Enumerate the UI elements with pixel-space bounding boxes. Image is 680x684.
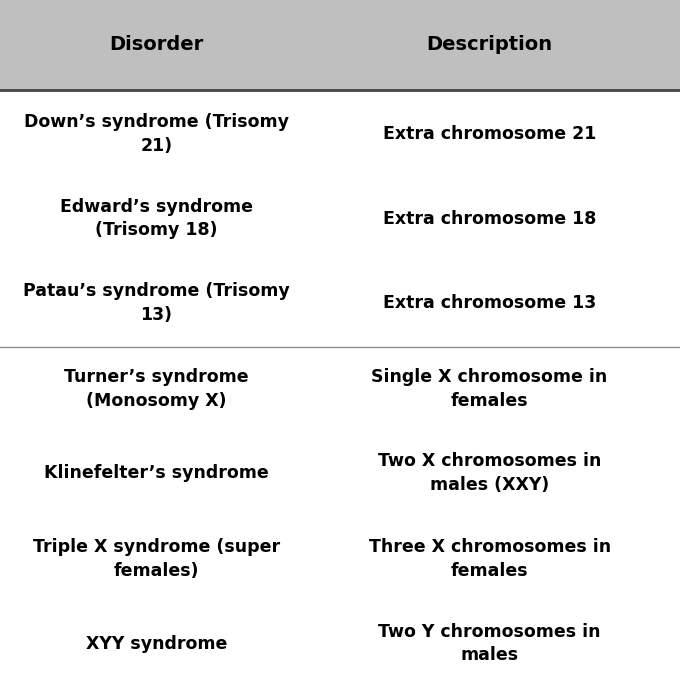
Bar bbox=[0, 603, 680, 684]
Text: XYY syndrome: XYY syndrome bbox=[86, 635, 227, 653]
Text: Triple X syndrome (super
females): Triple X syndrome (super females) bbox=[33, 538, 280, 580]
Bar bbox=[0, 0, 680, 90]
Bar bbox=[0, 515, 680, 603]
Text: Down’s syndrome (Trisomy
21): Down’s syndrome (Trisomy 21) bbox=[24, 114, 289, 155]
Text: Two Y chromosomes in
males: Two Y chromosomes in males bbox=[378, 622, 601, 664]
Text: Extra chromosome 13: Extra chromosome 13 bbox=[383, 294, 596, 312]
Text: Single X chromosome in
females: Single X chromosome in females bbox=[371, 368, 608, 410]
Bar bbox=[0, 178, 680, 259]
Text: Extra chromosome 18: Extra chromosome 18 bbox=[383, 209, 596, 228]
Text: Disorder: Disorder bbox=[109, 36, 203, 55]
Text: Turner’s syndrome
(Monosomy X): Turner’s syndrome (Monosomy X) bbox=[64, 368, 249, 410]
Bar bbox=[0, 259, 680, 347]
Text: Two X chromosomes in
males (XXY): Two X chromosomes in males (XXY) bbox=[378, 452, 601, 494]
Bar bbox=[0, 347, 680, 431]
Bar bbox=[0, 431, 680, 515]
Text: Description: Description bbox=[426, 36, 553, 55]
Text: Klinefelter’s syndrome: Klinefelter’s syndrome bbox=[44, 464, 269, 482]
Bar bbox=[0, 90, 680, 178]
Text: Extra chromosome 21: Extra chromosome 21 bbox=[383, 125, 596, 143]
Text: Patau’s syndrome (Trisomy
13): Patau’s syndrome (Trisomy 13) bbox=[23, 282, 290, 324]
Text: Three X chromosomes in
females: Three X chromosomes in females bbox=[369, 538, 611, 580]
Text: Edward’s syndrome
(Trisomy 18): Edward’s syndrome (Trisomy 18) bbox=[60, 198, 253, 239]
